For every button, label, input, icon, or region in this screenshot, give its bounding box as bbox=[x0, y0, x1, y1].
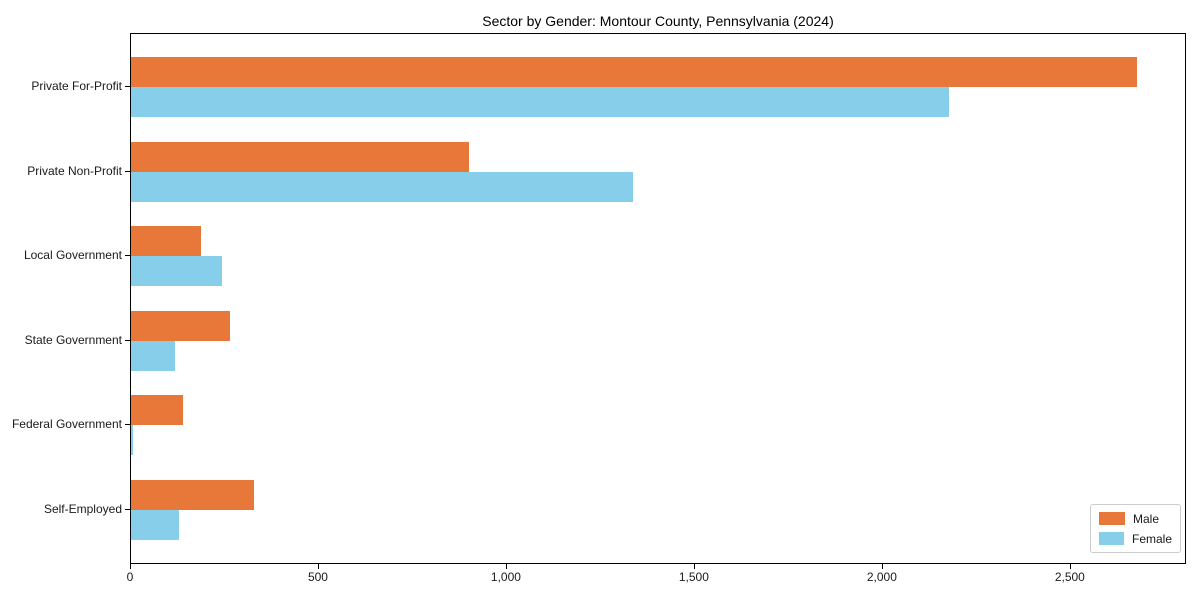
legend-item-female: Female bbox=[1099, 531, 1172, 546]
bar-female-self-employed bbox=[131, 510, 180, 540]
x-axis-tick-label-1-000: 1,000 bbox=[490, 570, 521, 584]
y-axis-label-state-government: State Government bbox=[24, 332, 122, 347]
legend-swatch-male bbox=[1099, 512, 1125, 525]
y-axis-label-federal-government: Federal Government bbox=[11, 417, 122, 432]
x-axis-tick-label-2-000: 2,000 bbox=[866, 570, 897, 584]
legend-item-male: Male bbox=[1099, 511, 1172, 526]
legend-swatch-female bbox=[1099, 532, 1124, 545]
bar-female-federal-government bbox=[131, 425, 133, 456]
x-axis-tick bbox=[693, 564, 695, 569]
y-axis-tick bbox=[125, 424, 130, 426]
y-axis-tick bbox=[125, 509, 130, 510]
bar-male-federal-government bbox=[131, 395, 183, 426]
y-axis-tick bbox=[125, 339, 130, 341]
x-axis-tick-label-1-500: 1,500 bbox=[678, 570, 709, 584]
bar-male-private-non-profit bbox=[131, 141, 470, 172]
bar-female-local-government bbox=[131, 256, 222, 287]
chart-title: Sector by Gender: Montour County, Pennsy… bbox=[482, 13, 834, 29]
y-axis-tick bbox=[125, 170, 130, 172]
bar-male-private-for-profit bbox=[131, 57, 1137, 87]
y-axis-label-private-non-profit: Private Non-Profit bbox=[27, 163, 122, 178]
x-axis-tick bbox=[317, 564, 319, 569]
x-axis-tick bbox=[505, 564, 507, 569]
legend-label-female: Female bbox=[1131, 531, 1172, 546]
bar-male-self-employed bbox=[131, 480, 254, 510]
y-axis-label-local-government: Local Government bbox=[23, 248, 122, 263]
y-axis-tick bbox=[125, 255, 130, 257]
x-axis-tick bbox=[1069, 564, 1071, 569]
bar-female-private-for-profit bbox=[131, 87, 949, 117]
bar-female-private-non-profit bbox=[131, 171, 633, 202]
x-axis-tick bbox=[130, 564, 131, 569]
legend: Male Female bbox=[1090, 504, 1181, 553]
plot-area bbox=[130, 33, 1186, 564]
x-axis-tick-label-0: 0 bbox=[126, 570, 134, 584]
bar-female-state-government bbox=[131, 340, 175, 371]
x-axis-tick-label-500: 500 bbox=[307, 570, 328, 584]
x-axis-tick-label-2-500: 2,500 bbox=[1054, 570, 1085, 584]
y-axis-label-self-employed: Self-Employed bbox=[43, 502, 122, 516]
x-axis-tick bbox=[881, 564, 883, 569]
y-axis-tick bbox=[125, 86, 130, 87]
bar-male-state-government bbox=[131, 310, 230, 341]
bar-male-local-government bbox=[131, 226, 201, 257]
y-axis-label-private-for-profit: Private For-Profit bbox=[31, 79, 122, 93]
legend-label-male: Male bbox=[1133, 511, 1160, 526]
